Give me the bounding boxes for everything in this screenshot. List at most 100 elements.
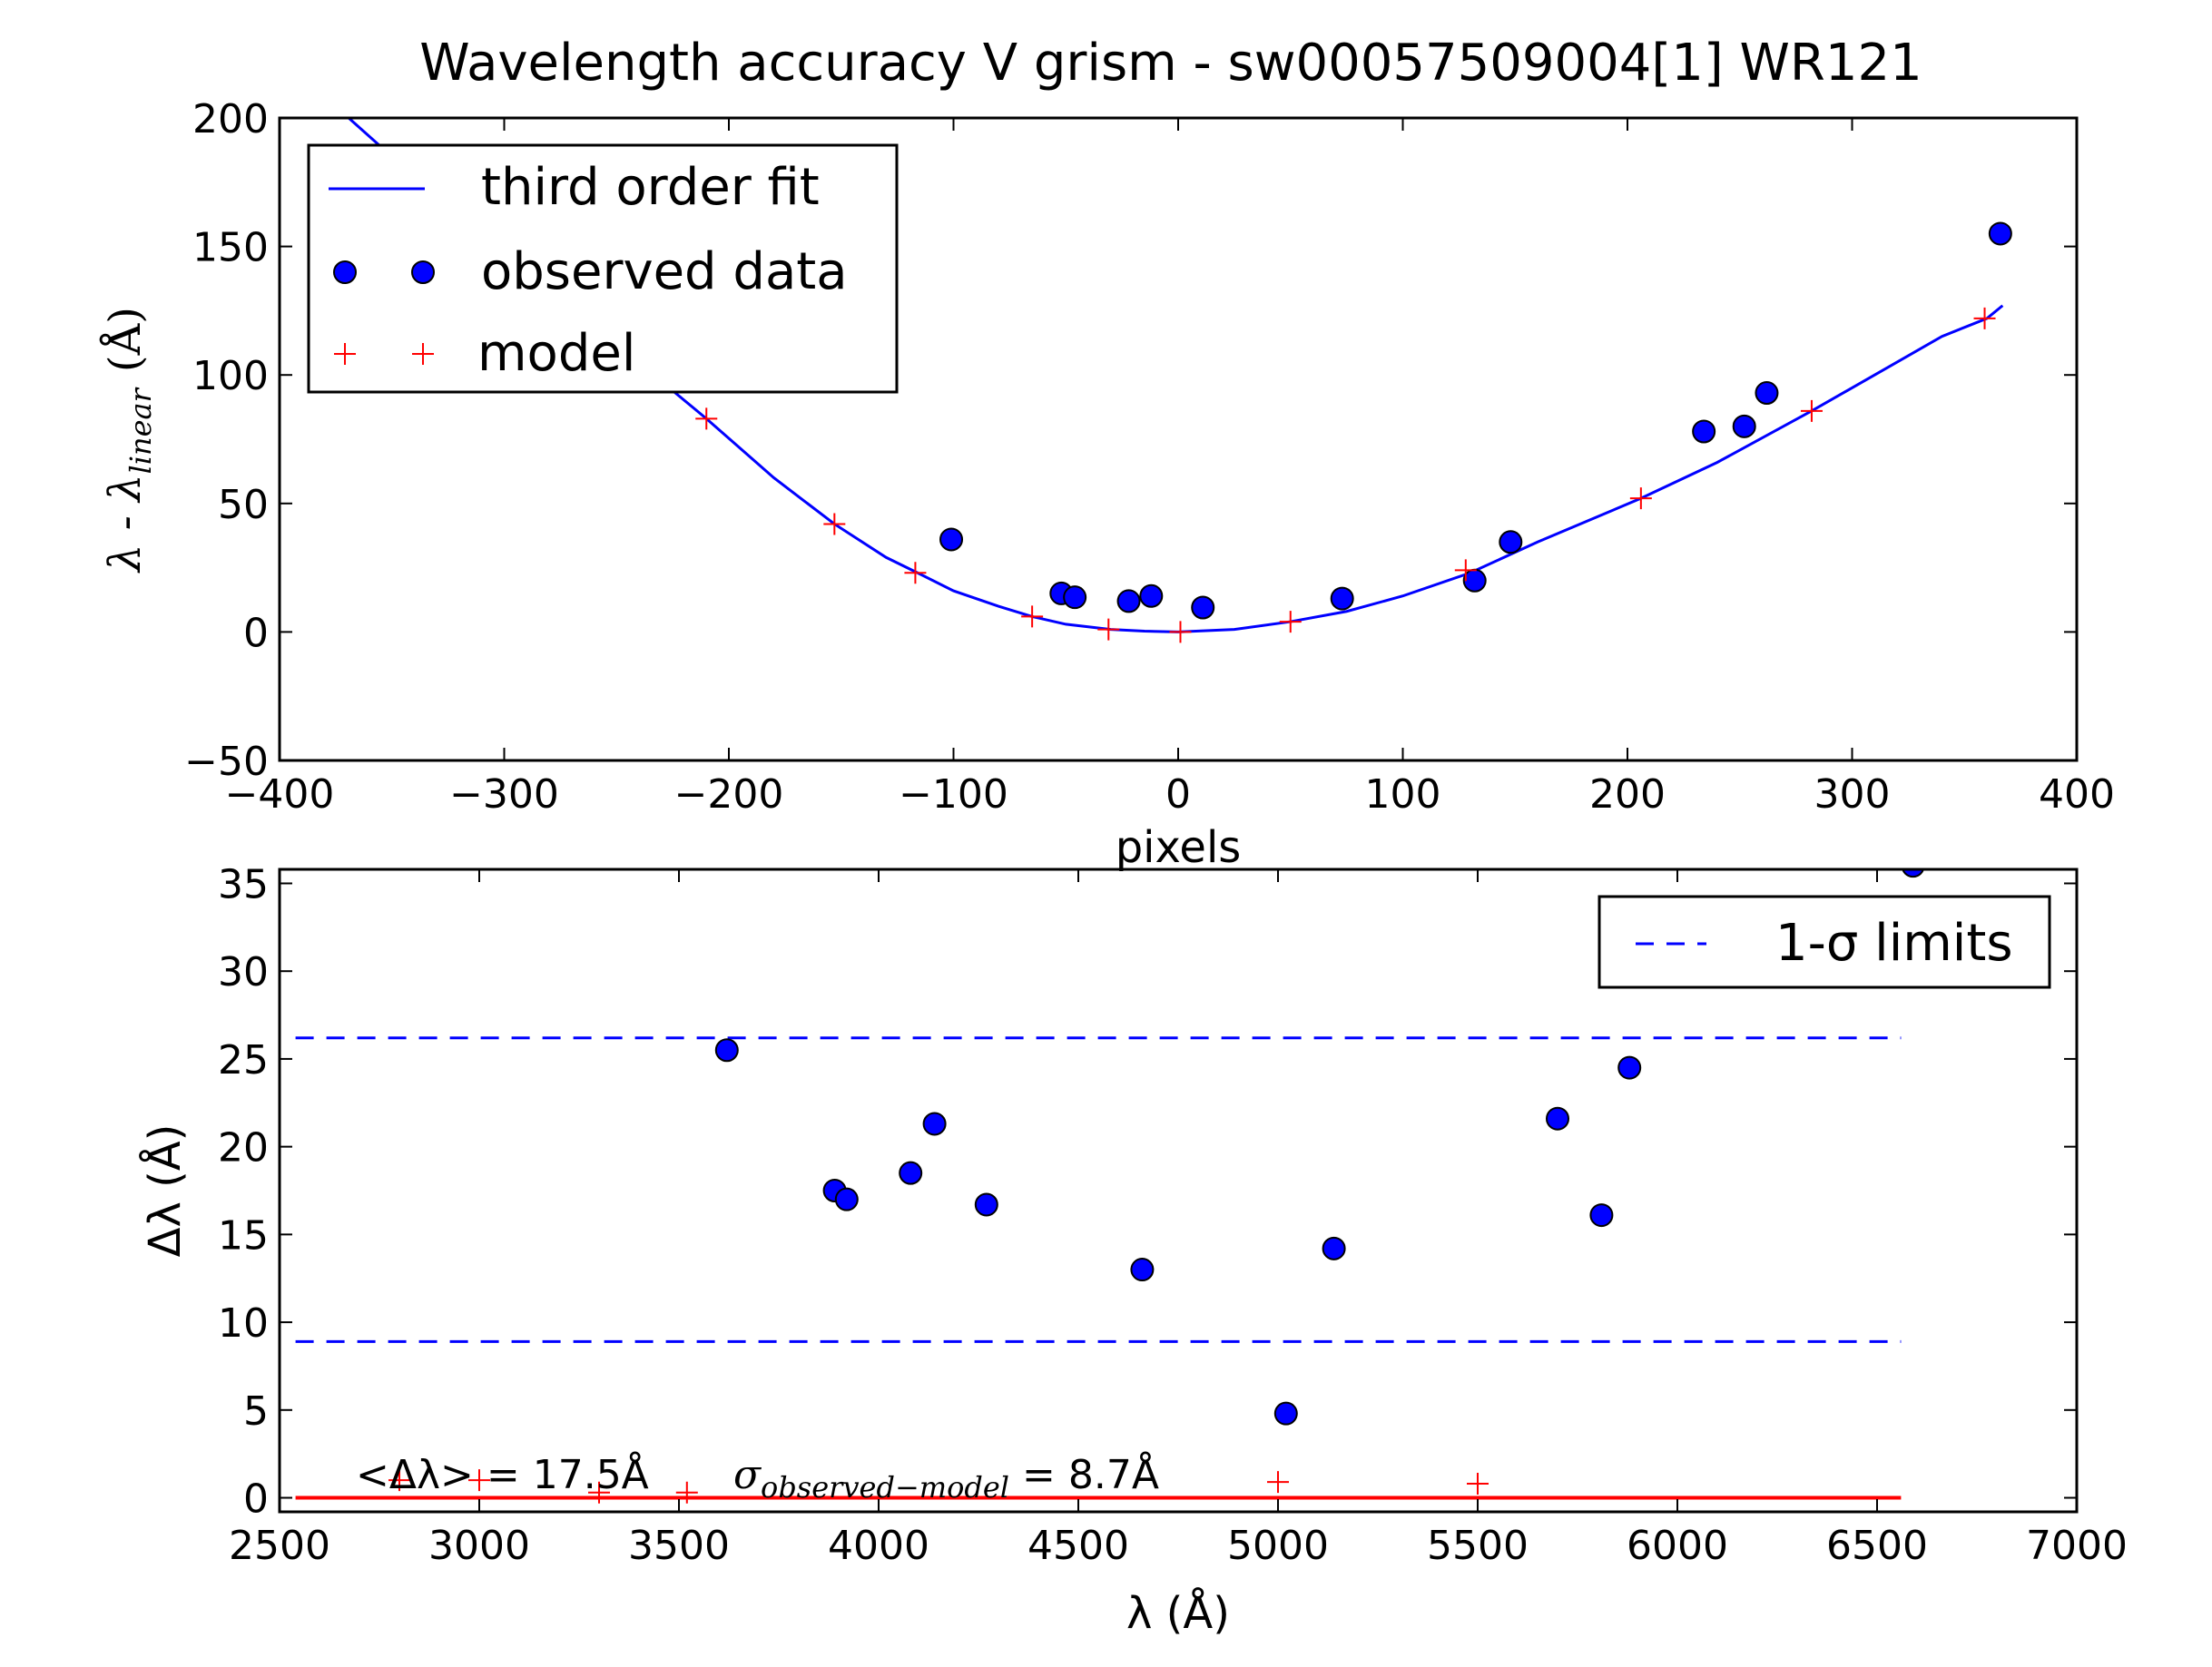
model-point-marker <box>823 513 846 535</box>
observed-data-point <box>939 527 964 552</box>
legend-marker-observed-1 <box>333 260 357 284</box>
y-tick-label: 150 <box>192 225 269 271</box>
observed-data-point <box>1692 419 1716 444</box>
x-tick-label: −200 <box>674 771 784 818</box>
bottom-legend-box <box>1598 895 2051 989</box>
observed-data-point <box>899 1161 923 1185</box>
model-point-marker <box>1097 618 1120 641</box>
model-point-marker <box>388 1469 410 1492</box>
observed-data-point <box>834 1187 859 1211</box>
y-tick-label: 5 <box>243 1388 269 1435</box>
x-tick-label: 6000 <box>1627 1523 1728 1569</box>
observed-data-point <box>1589 1203 1614 1228</box>
x-tick-label: 7000 <box>2026 1523 2128 1569</box>
observed-data-point <box>1755 381 1779 406</box>
annotation-sigma-value: = 8.7Å <box>1022 1450 1159 1498</box>
x-tick-label: −400 <box>225 771 335 818</box>
y-tick-label: 30 <box>218 949 269 995</box>
model-point-marker <box>904 562 927 584</box>
x-tick-label: 3500 <box>628 1523 730 1569</box>
model-point-marker <box>1279 611 1302 633</box>
top-y-axis-label-unit: (Å) <box>99 307 151 372</box>
bottom-x-axis-label: λ (Å) <box>1126 1587 1230 1639</box>
model-point-marker <box>468 1469 490 1492</box>
top-y-axis-label-subscript: linear <box>123 387 158 474</box>
x-tick-label: 400 <box>2039 771 2115 818</box>
legend-marker-observed-2 <box>411 260 435 284</box>
observed-data-point <box>1499 530 1523 554</box>
annotation-sigma: σobserved−model = 8.7Å <box>733 1450 1159 1505</box>
observed-data-point <box>1273 1401 1298 1426</box>
legend-marker-model-1 <box>334 343 356 365</box>
fit-curve-line <box>346 118 2004 633</box>
y-tick-label: 100 <box>192 353 269 399</box>
observed-data-point <box>1322 1236 1346 1260</box>
y-tick-label: 20 <box>218 1125 269 1172</box>
model-point-marker <box>1467 1473 1489 1495</box>
observed-data-point <box>1617 1055 1642 1080</box>
bottom-axis-ticks: 2500 3000 3500 4000 4500 5000 5500 6000 6500 7000… <box>218 861 2128 1569</box>
x-tick-label: 200 <box>1589 771 1666 818</box>
y-tick-label: 25 <box>218 1037 269 1084</box>
x-tick-label: 0 <box>1165 771 1191 818</box>
x-tick-label: 2500 <box>229 1523 330 1569</box>
bottom-y-axis-label: Δλ (Å) <box>139 1124 191 1258</box>
x-tick-label: 3000 <box>428 1523 530 1569</box>
legend-marker-model-2 <box>412 343 434 365</box>
model-point-marker <box>675 1481 698 1504</box>
bottom-plot-panel: 2500 3000 3500 4000 4500 5000 5500 6000 6500 7000… <box>139 861 2128 1639</box>
top-plot-panel: Wavelength accuracy V grism - sw00057509… <box>99 34 2115 873</box>
y-tick-label: 0 <box>243 1476 269 1523</box>
observed-data-point <box>1546 1106 1569 1131</box>
model-point-marker <box>1169 621 1192 643</box>
y-tick-label: 50 <box>218 482 269 528</box>
bottom-legend: 1-σ limits <box>1598 895 2051 989</box>
y-tick-label: 15 <box>218 1212 269 1259</box>
bottom-plot-data-layer <box>295 869 1925 1504</box>
top-legend-box <box>307 143 899 394</box>
legend-label-fit: third order fit <box>481 158 820 217</box>
observed-data-point <box>1988 221 2012 246</box>
model-point-marker <box>588 1481 610 1504</box>
bottom-plot-frame <box>278 868 2079 1514</box>
x-tick-label: 100 <box>1365 771 1441 818</box>
model-point-marker <box>1629 487 1652 510</box>
observed-data-point <box>1063 585 1087 610</box>
annotation-sigma-symbol: σ <box>733 1452 762 1498</box>
y-tick-label: 35 <box>218 861 269 907</box>
observed-data-point <box>1116 589 1141 613</box>
x-tick-label: 6500 <box>1826 1523 1928 1569</box>
x-tick-label: 5500 <box>1427 1523 1529 1569</box>
x-tick-label: 4000 <box>828 1523 929 1569</box>
observed-data-point <box>1462 568 1487 593</box>
model-point-marker <box>1267 1471 1289 1494</box>
top-y-axis-label-main: λ - λ <box>100 474 151 574</box>
observed-data-point <box>1330 586 1354 611</box>
x-tick-label: 300 <box>1814 771 1891 818</box>
top-chart-title: Wavelength accuracy V grism - sw00057509… <box>419 34 1922 93</box>
y-tick-label: 0 <box>243 610 269 656</box>
x-tick-label: 5000 <box>1227 1523 1329 1569</box>
model-point-marker <box>1973 307 1996 329</box>
observed-data-point <box>974 1192 998 1217</box>
model-point-marker <box>1800 399 1823 422</box>
top-axis-ticks: −400 −300 −200 −100 0 100 200 300 400 −50 0 50 100 15… <box>184 96 2115 818</box>
y-tick-label: 200 <box>192 96 269 142</box>
x-tick-label: 4500 <box>1027 1523 1129 1569</box>
observed-data-point <box>1191 595 1215 620</box>
annotation-sigma-subscript: observed−model <box>761 1470 1009 1505</box>
model-point-marker <box>695 407 718 430</box>
y-tick-label: −50 <box>184 739 269 785</box>
x-tick-label: −300 <box>449 771 559 818</box>
top-legend: third order fit observed data model <box>307 143 899 394</box>
y-tick-label: 10 <box>218 1300 269 1347</box>
top-y-axis-label: λ - λlinear (Å) <box>99 307 158 574</box>
model-point-marker <box>1021 605 1044 628</box>
legend-label-observed: observed data <box>481 242 848 301</box>
observed-data-point <box>714 1038 739 1063</box>
observed-data-point <box>1139 583 1164 608</box>
legend-label-model: model <box>477 324 635 383</box>
top-plot-data-layer <box>346 118 2012 643</box>
observed-data-point <box>1732 414 1756 438</box>
